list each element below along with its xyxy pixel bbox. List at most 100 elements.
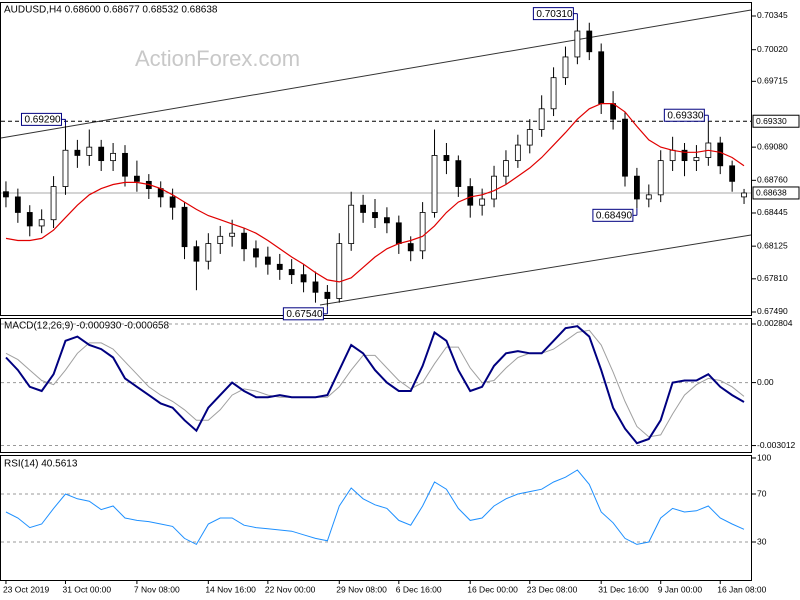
annotation: 0.69290 xyxy=(24,115,61,126)
candle-body xyxy=(336,243,343,299)
annotation-box xyxy=(592,208,634,222)
x-tick-label: 14 Nov 16:00 xyxy=(205,584,256,594)
candle-body xyxy=(574,30,581,58)
candle-body xyxy=(205,243,212,262)
candle-body xyxy=(443,155,450,162)
candle-body xyxy=(169,196,176,208)
candle-body xyxy=(622,118,628,177)
candle-body xyxy=(74,149,81,156)
candle-body xyxy=(479,198,486,206)
candle-body xyxy=(193,246,200,262)
candle-body xyxy=(181,206,188,248)
y-tick-label: 0.68760 xyxy=(757,175,788,185)
y-tick-label: 0.70020 xyxy=(757,44,788,54)
candle-body xyxy=(98,146,105,162)
channel-lower xyxy=(319,234,752,306)
candle-body xyxy=(372,212,378,219)
candle-body xyxy=(26,212,33,227)
candle-body xyxy=(348,204,355,244)
price-panel xyxy=(0,2,752,316)
x-tick-label: 16 Jan 08:00 xyxy=(717,584,766,594)
candle-body xyxy=(217,235,224,244)
x-tick-label: 16 Dec 00:00 xyxy=(467,584,518,594)
candle-body xyxy=(229,232,236,237)
candle-body xyxy=(300,274,307,283)
candle-body xyxy=(360,204,366,213)
candle-body xyxy=(241,232,247,250)
candle-body xyxy=(264,256,271,265)
macd-panel xyxy=(0,318,752,453)
rsi-title: RSI(14) 40.5613 xyxy=(4,459,78,470)
x-tick-label: 22 Nov 00:00 xyxy=(265,584,316,594)
x-tick-label: 23 Dec 08:00 xyxy=(527,584,578,594)
x-tick-label: 9 Jan 00:00 xyxy=(658,584,703,594)
candle-body xyxy=(514,144,521,162)
macd-line xyxy=(5,325,745,445)
candle-body xyxy=(741,192,747,198)
annotation: 0.67540 xyxy=(286,309,323,320)
annotation-box xyxy=(663,108,705,122)
channel-upper xyxy=(0,9,752,139)
annotation: 0.69330 xyxy=(667,110,704,121)
candle-body xyxy=(586,30,593,53)
candle-body xyxy=(134,175,140,182)
y-tick-label: -0.003012 xyxy=(757,440,796,450)
candle-body xyxy=(729,165,736,182)
x-tick-label: 7 Nov 08:00 xyxy=(134,584,180,594)
candle-body xyxy=(467,186,474,206)
candle-body xyxy=(669,149,676,162)
watermark: ActionForex.com xyxy=(135,46,300,71)
candle-body xyxy=(491,175,497,200)
annotation-box xyxy=(532,7,574,21)
y-tick-label: 0.002804 xyxy=(757,318,793,328)
candle-body xyxy=(717,142,724,167)
candle-body xyxy=(645,194,652,200)
x-tick-label: 23 Oct 2019 xyxy=(3,584,50,594)
candle-body xyxy=(276,263,283,270)
candle-body xyxy=(598,51,605,105)
annotation-box xyxy=(282,307,324,321)
y-tick-label: 30 xyxy=(757,536,767,546)
candle-body xyxy=(407,243,414,252)
candle-body xyxy=(693,157,700,162)
candle-body xyxy=(122,152,128,177)
candle-body xyxy=(419,212,426,252)
candle-body xyxy=(384,217,390,224)
candle-body xyxy=(657,160,664,196)
candle-body xyxy=(562,56,569,79)
y-tick-label: 70 xyxy=(757,488,767,498)
x-tick-label: 29 Nov 08:00 xyxy=(336,584,387,594)
candle-body xyxy=(38,219,45,227)
level-label-box xyxy=(752,114,800,128)
annotation: 0.70310 xyxy=(536,9,573,20)
y-tick-label: 0.70345 xyxy=(757,10,788,20)
candle-body xyxy=(253,248,259,258)
candle-body xyxy=(50,186,57,221)
rsi-panel xyxy=(0,455,752,581)
candle-body xyxy=(324,291,331,299)
x-tick-label: 6 Dec 16:00 xyxy=(396,584,442,594)
candle-body xyxy=(431,155,438,213)
candle-body xyxy=(538,108,545,130)
y-tick-label: 0.68125 xyxy=(757,240,788,250)
candle-body xyxy=(62,149,69,187)
candle-body xyxy=(86,146,93,156)
annotation: 0.68490 xyxy=(596,210,633,221)
x-tick-label: 31 Dec 16:00 xyxy=(598,584,649,594)
level-label: 0.69330 xyxy=(756,116,787,126)
rsi-line xyxy=(5,469,745,546)
y-tick-label: 0.67490 xyxy=(757,306,788,316)
candle-body xyxy=(288,269,295,276)
signal-line xyxy=(5,329,745,438)
candle-body xyxy=(3,191,9,198)
candle-body xyxy=(634,175,640,200)
candle-body xyxy=(395,222,402,244)
y-tick-label: 0.69715 xyxy=(757,76,788,86)
moving-average xyxy=(5,103,745,283)
y-tick-label: 100 xyxy=(757,452,771,462)
macd-title: MACD(12,26,9) -0.000930 -0.000658 xyxy=(4,321,170,332)
candle-body xyxy=(14,196,21,213)
price-title: AUDUSD,H4 0.68600 0.68677 0.68532 0.6863… xyxy=(4,5,218,16)
